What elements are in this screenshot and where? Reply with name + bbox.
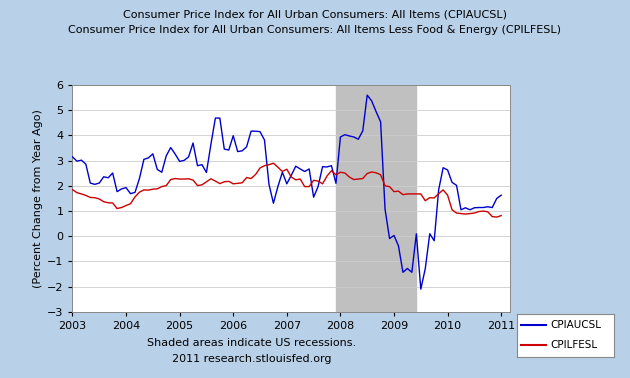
Text: Consumer Price Index for All Urban Consumers: All Items Less Food & Energy (CPIL: Consumer Price Index for All Urban Consu… [69, 25, 561, 34]
Text: Consumer Price Index for All Urban Consumers: All Items (CPIAUCSL): Consumer Price Index for All Urban Consu… [123, 9, 507, 19]
Text: CPIAUCSL: CPIAUCSL [551, 321, 602, 330]
Text: Shaded areas indicate US recessions.: Shaded areas indicate US recessions. [147, 338, 357, 348]
Text: 2011 research.stlouisfed.org: 2011 research.stlouisfed.org [172, 354, 332, 364]
Text: CPILFESL: CPILFESL [551, 341, 598, 350]
Bar [336, 85, 416, 312]
Y-axis label: (Percent Change from Year Ago): (Percent Change from Year Ago) [33, 109, 43, 288]
